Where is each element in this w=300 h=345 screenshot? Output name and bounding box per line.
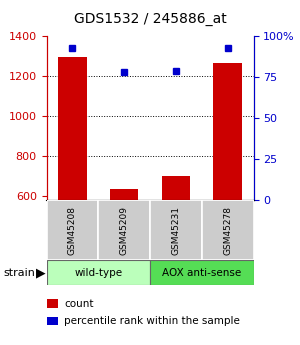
Bar bbox=[58, 57, 87, 200]
Text: percentile rank within the sample: percentile rank within the sample bbox=[64, 316, 240, 326]
Bar bbox=[202, 200, 254, 260]
Bar bbox=[213, 63, 242, 200]
Text: GSM45278: GSM45278 bbox=[223, 206, 232, 255]
Text: GSM45209: GSM45209 bbox=[120, 206, 129, 255]
Bar bbox=[46, 260, 150, 285]
Text: AOX anti-sense: AOX anti-sense bbox=[162, 268, 242, 277]
Text: GSM45231: GSM45231 bbox=[171, 206, 180, 255]
Bar bbox=[98, 200, 150, 260]
Bar bbox=[110, 189, 138, 200]
Text: GSM45208: GSM45208 bbox=[68, 206, 77, 255]
Text: ▶: ▶ bbox=[36, 266, 45, 279]
Text: wild-type: wild-type bbox=[74, 268, 122, 277]
Bar bbox=[150, 200, 202, 260]
Text: count: count bbox=[64, 299, 93, 308]
Text: GDS1532 / 245886_at: GDS1532 / 245886_at bbox=[74, 12, 226, 26]
Bar bbox=[162, 176, 190, 200]
Bar bbox=[150, 260, 254, 285]
Bar bbox=[46, 200, 98, 260]
Text: strain: strain bbox=[3, 268, 35, 277]
